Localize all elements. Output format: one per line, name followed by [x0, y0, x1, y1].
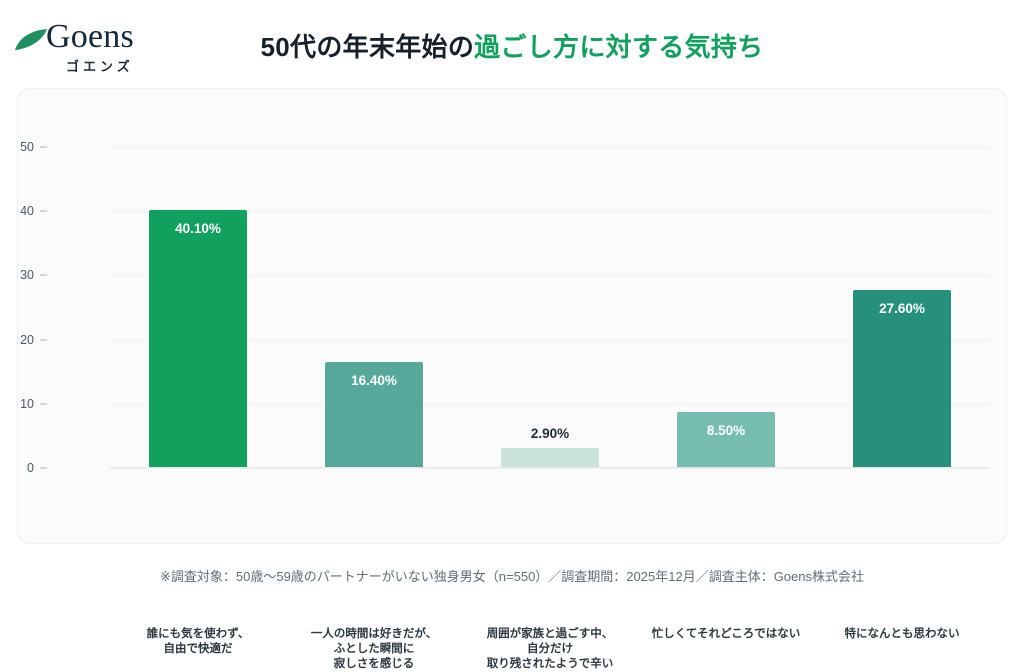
- bar-value-label: 27.60%: [879, 300, 925, 316]
- category-label-line: ふとした瞬間に: [333, 643, 415, 655]
- x-axis-category-label: 誰にも気を使わず、 自由で快適だ: [110, 627, 286, 657]
- page-title-accent: 過ごし方に対する気持ち: [474, 32, 764, 62]
- category-label-line: 自分だけ: [527, 643, 573, 655]
- y-axis-tick-label: 20: [20, 332, 34, 347]
- category-label-line: 特になんとも思わない: [844, 628, 960, 640]
- page-title-plain: 50代の年末年始の: [260, 32, 475, 62]
- x-axis-line: [110, 467, 990, 468]
- brand-logo: Goens ゴエンズ: [14, 18, 184, 74]
- bar-value-label: 2.90%: [530, 426, 570, 442]
- x-axis-category-label: 特になんとも思わない: [814, 627, 990, 642]
- chart-bar[interactable]: 2.90%: [501, 426, 599, 467]
- category-label-line: 周囲が家族と過ごす中、: [486, 628, 614, 640]
- category-label-line: 一人の時間は好きだが、: [310, 628, 438, 640]
- y-gridline: [110, 147, 990, 148]
- y-gridline: [110, 275, 990, 277]
- category-label-line: 取り残されたようで辛い: [486, 658, 614, 670]
- bar-value-label: 40.10%: [175, 220, 221, 236]
- y-axis-tick-label: 50: [20, 140, 34, 154]
- y-axis-tick-mark: [40, 403, 47, 405]
- brand-kana: ゴエンズ: [66, 59, 134, 74]
- chart-bar[interactable]: 40.10%: [149, 209, 247, 467]
- category-label-line: 寂しさを感じる: [333, 658, 415, 670]
- y-gridline: [110, 403, 990, 405]
- page-header: Goens ゴエンズ 50代の年末年始の過ごし方に対する気持ち: [0, 0, 1024, 88]
- y-axis-tick-label: 30: [20, 268, 34, 283]
- category-label-line: 自由で快適だ: [163, 643, 233, 655]
- y-axis-tick-mark: [40, 210, 47, 212]
- category-label-line: 忙しくてそれどころではない: [651, 628, 801, 640]
- y-axis-tick-label: 0: [27, 461, 34, 475]
- y-axis-tick-mark: [40, 274, 47, 276]
- y-gridline: [110, 211, 990, 213]
- chart-bar[interactable]: 16.40%: [325, 361, 423, 467]
- y-axis-tick-mark: [40, 467, 47, 469]
- y-axis-tick-mark: [40, 146, 47, 148]
- y-gridline: [110, 339, 990, 341]
- y-axis-tick-label: 10: [20, 396, 34, 411]
- x-axis-category-label: 周囲が家族と過ごす中、 自分だけ取り残されたようで辛い: [462, 627, 638, 672]
- x-axis-category-label: 忙しくてそれどころではない: [638, 627, 814, 642]
- brand-name: Goens: [46, 18, 134, 55]
- bar-value-label: 16.40%: [351, 372, 397, 388]
- chart-plot-area: 割合（%） 0102030405040.10%誰にも気を使わず、自由で快適だ16…: [20, 140, 990, 670]
- y-gridline: [110, 468, 990, 469]
- y-axis-tick-label: 40: [20, 204, 34, 219]
- bar-value-label: 8.50%: [706, 423, 746, 439]
- category-label-line: 誰にも気を使わず、: [146, 628, 250, 640]
- x-axis-category-label: 一人の時間は好きだが、 ふとした瞬間に 寂しさを感じる: [286, 627, 462, 672]
- survey-footnote: ※調査対象：50歳〜59歳のパートナーがいない独身男女（n=550）／調査期間：…: [159, 569, 864, 584]
- y-axis-tick-mark: [40, 339, 47, 341]
- chart-bar[interactable]: 27.60%: [853, 289, 951, 467]
- page-title: 50代の年末年始の過ごし方に対する気持ち: [0, 27, 1024, 64]
- chart-bar[interactable]: 8.50%: [677, 412, 775, 467]
- leaf-icon: [15, 29, 47, 50]
